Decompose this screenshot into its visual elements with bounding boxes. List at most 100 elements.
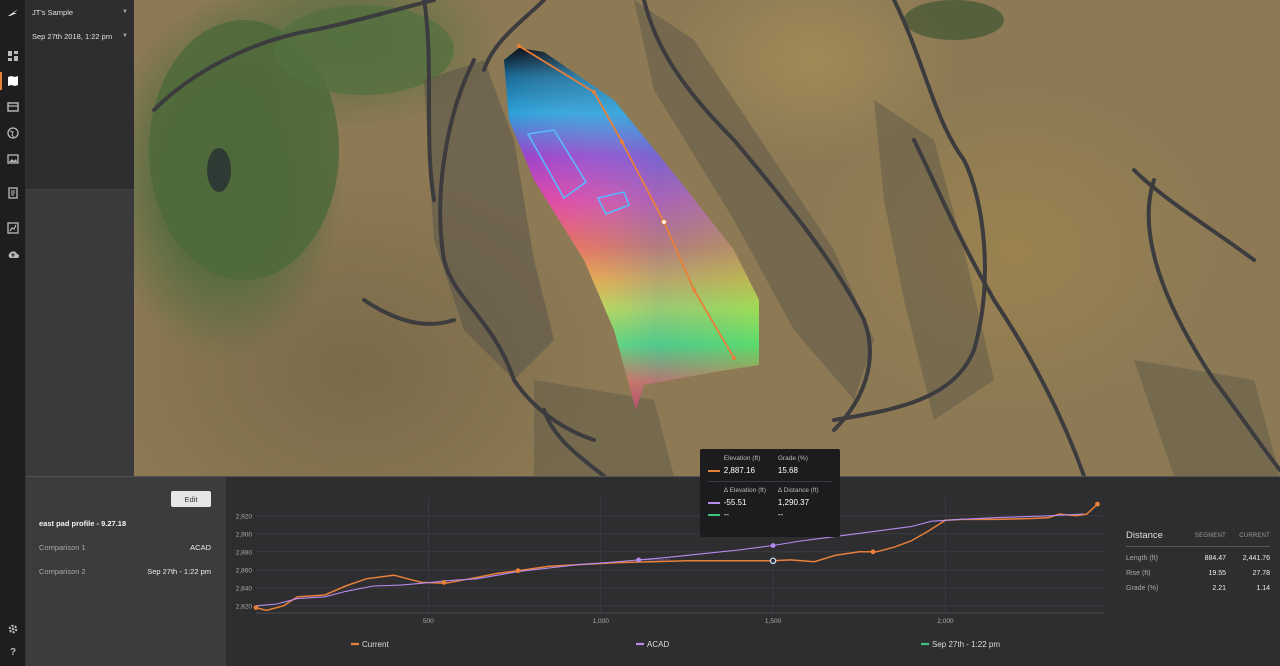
housing-cluster [634,0,874,400]
tooltip-sep-delta-elevation: -- [723,510,730,519]
boundary-polygon[interactable] [526,129,588,200]
comparison-label: Comparison 2 [39,567,86,576]
chart-marker [870,549,876,555]
tooltip-delta-distance-label: Δ Distance (ft) [777,487,819,494]
chart-marker [769,557,777,565]
profile-vertex[interactable] [620,140,624,144]
date-select[interactable]: Sep 27th 2018, 1:22 pm ▼ [26,24,134,48]
map-canvas [149,0,1280,476]
y-tick-label: 2,820 [236,603,253,610]
stats-current-value: 1.14 [1256,585,1270,592]
stats-label: Grade (%) [1126,585,1159,592]
x-tick-label: 1,500 [765,618,782,625]
comparison-value: ACAD [190,543,211,552]
map-view[interactable] [134,0,1280,476]
settings-icon[interactable] [6,622,20,636]
tooltip-acad-delta-distance: 1,290.37 [777,498,810,507]
comparison-label: Comparison 1 [39,543,86,552]
x-tick-label: 1,000 [593,618,610,625]
tooltip-grade-value: 15.68 [777,466,798,475]
chart-icon[interactable] [6,221,20,235]
current-swatch [708,469,720,472]
chevron-down-icon: ▼ [122,9,128,15]
profile-line[interactable] [518,45,735,359]
chart-legend: Current ACAD Sep 27th - 1:22 pm [351,640,1000,649]
comparison-value: Sep 27th - 1:22 pm [147,567,211,576]
stats-row-grade: Grade (%) 2.21 1.14 [1126,585,1270,592]
legend-label: ACAD [647,640,669,649]
y-tick-label: 2,840 [236,585,253,592]
stats-row-rise: Rise (ft) 19.55 27.78 [1126,570,1270,577]
comparison-row[interactable]: Comparison 2 Sep 27th - 1:22 pm [39,567,211,576]
pond [207,148,231,192]
x-tick-label: 500 [423,618,434,625]
project-selectors: JT's Sample ▼ Sep 27th 2018, 1:22 pm ▼ [26,0,134,190]
icon-rail: ? [0,0,26,666]
stats-header: Distance SEGMENT CURRENT [1126,530,1270,547]
layers-icon[interactable] [6,100,20,114]
sep-swatch [708,513,720,516]
chart-marker [441,580,447,585]
tooltip-sep-delta-distance: -- [777,510,784,519]
upload-icon[interactable] [6,248,20,262]
acad-swatch [708,501,720,504]
elevation-overlay-tint [504,48,759,410]
globe-icon[interactable] [6,126,20,140]
help-icon[interactable]: ? [9,646,17,658]
roads [152,0,1280,476]
report-icon[interactable] [6,186,20,200]
chevron-down-icon: ▼ [122,33,128,39]
tooltip-grade-label: Grade (%) [777,455,808,462]
tooltip-sep-row: -- -- [708,510,832,519]
stats-col-segment: SEGMENT [1194,532,1226,539]
stats-current-value: 2,441.76 [1242,555,1270,562]
legend-label: Current [362,640,389,649]
chart-markers [253,501,1100,611]
stats-segment-value: 884.47 [1204,555,1226,562]
project-date: Sep 27th 2018, 1:22 pm [32,31,113,41]
chart-marker [770,543,776,548]
wing-logo-icon[interactable] [6,6,20,20]
series-line [255,503,1099,612]
housing-cluster [534,380,674,476]
stats-title: Distance [1126,530,1163,541]
golf-course-area [149,20,339,280]
profile-vertex[interactable] [732,356,736,360]
profile-vertex[interactable] [692,288,696,292]
chart-marker [515,568,521,574]
tooltip-header-row: Elevation (ft) Grade (%) [708,455,832,462]
tooltip-elevation-value: 2,887.16 [723,466,755,475]
map-icon[interactable] [6,74,20,88]
tooltip-elevation-label: Elevation (ft) [723,455,761,462]
profile-cursor-point[interactable] [661,219,667,225]
comparison-row[interactable]: Comparison 1 ACAD [39,543,211,552]
legend-label: Sep 27th - 1:22 pm [932,640,1000,649]
y-tick-label: 2,900 [236,531,253,538]
stats-col-current: CURRENT [1239,532,1270,539]
tooltip-acad-delta-elevation: -55.51 [723,498,747,507]
profile-vertex[interactable] [592,90,596,94]
tooltip-delta-elevation-label: Δ Elevation (ft) [723,487,767,494]
chart-marker [1095,501,1100,507]
tooltip-delta-header-row: Δ Elevation (ft) Δ Distance (ft) [708,487,832,494]
tooltip-divider [708,481,832,482]
chart-axes: 2,820 2,840 2,860 2,880 2,900 2,920 500 1,000 1,… [236,513,1104,625]
chart-canvas: 2,820 2,840 2,860 2,880 2,900 2,920 500 1,000 1,… [236,497,1104,649]
project-select[interactable]: JT's Sample ▼ [26,0,134,24]
tooltip-current-row: 2,887.16 15.68 [708,466,832,475]
housing-cluster [424,60,554,380]
profile-vertex[interactable] [517,44,521,48]
stats-label: Rise (ft) [1126,570,1151,577]
profile-panel: Edit east pad profile - 9.27.18 Comparis… [26,476,226,666]
boundary-polygon[interactable] [596,191,631,216]
stats-label: Length (ft) [1126,555,1158,562]
dashboard-icon[interactable] [6,49,20,63]
chart-series [255,503,1099,612]
active-indicator [0,72,2,90]
y-tick-label: 2,880 [236,549,253,556]
edit-button[interactable]: Edit [171,491,211,507]
image-icon[interactable] [6,152,20,166]
project-name: JT's Sample [32,7,74,17]
housing-cluster [1134,360,1280,476]
